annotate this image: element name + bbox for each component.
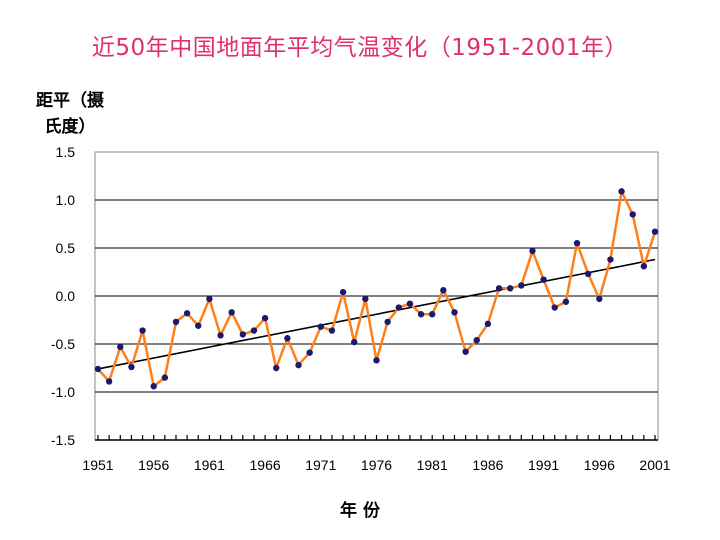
data-point [339, 288, 347, 296]
data-point [584, 270, 592, 278]
data-point [295, 361, 302, 369]
data-point [362, 295, 369, 303]
x-tick-label: 1956 [138, 457, 169, 473]
y-tick-label: 0.5 [56, 240, 76, 256]
data-point [506, 285, 514, 292]
data-point [228, 309, 235, 316]
data-point [161, 374, 169, 381]
data-point [328, 327, 336, 334]
data-point [417, 311, 425, 318]
data-point [373, 357, 380, 364]
data-point [473, 336, 480, 344]
x-tick-label: 1976 [361, 457, 392, 473]
x-tick-label: 1996 [584, 457, 615, 473]
x-tick-label: 1971 [305, 457, 336, 473]
data-point [640, 263, 648, 270]
data-point [551, 304, 558, 311]
x-tick-label: 1966 [250, 457, 281, 473]
data-point [629, 211, 636, 218]
data-point [105, 378, 113, 385]
data-point [239, 331, 247, 338]
x-tick-label: 2001 [639, 457, 670, 473]
y-tick-label: -1.5 [51, 432, 75, 448]
data-point [351, 338, 358, 346]
data-point [451, 309, 458, 316]
y-tick-label: 1.0 [56, 192, 76, 208]
x-tick-label: 1961 [194, 457, 225, 473]
data-point [651, 228, 659, 235]
data-point [562, 298, 570, 305]
data-point [607, 256, 614, 263]
data-point [529, 247, 536, 255]
chart-title: 近50年中国地面年平均气温变化（1951-2001年） [91, 35, 629, 61]
data-point [406, 300, 414, 307]
data-point [284, 335, 291, 342]
data-point [317, 323, 324, 330]
data-point [484, 320, 492, 328]
data-point [206, 295, 213, 303]
data-point [440, 287, 447, 294]
data-point [395, 304, 402, 311]
data-point [573, 240, 581, 247]
data-point [495, 285, 503, 292]
y-axis-label: 距平（摄氏度） [36, 91, 104, 137]
x-tick-label: 1981 [417, 457, 448, 473]
y-tick-label: 1.5 [56, 144, 76, 160]
data-point [462, 348, 469, 355]
data-point [172, 318, 180, 326]
x-tick-label: 1991 [528, 457, 559, 473]
x-tick-label: 1986 [472, 457, 503, 473]
trend-line [97, 258, 656, 370]
data-point [128, 363, 135, 371]
x-axis-label: 年 份 [340, 501, 380, 521]
data-point [94, 365, 102, 373]
data-point [117, 343, 124, 351]
data-point [150, 383, 157, 390]
data-point [250, 327, 258, 334]
data-point [195, 322, 202, 329]
y-tick-label: -0.5 [51, 336, 75, 352]
data-point [139, 327, 146, 334]
data-point [183, 310, 191, 317]
y-tick-label: 0.0 [56, 288, 76, 304]
data-point [540, 276, 547, 283]
data-point [217, 332, 224, 339]
data-point [384, 318, 391, 326]
data-point [518, 282, 525, 289]
data-point [618, 188, 625, 195]
y-tick-label: -1.0 [51, 384, 75, 400]
data-point [261, 314, 269, 322]
data-point [306, 349, 313, 356]
data-point [273, 364, 280, 372]
data-point [596, 295, 603, 303]
x-tick-label: 1951 [82, 457, 113, 473]
data-point [429, 311, 436, 318]
